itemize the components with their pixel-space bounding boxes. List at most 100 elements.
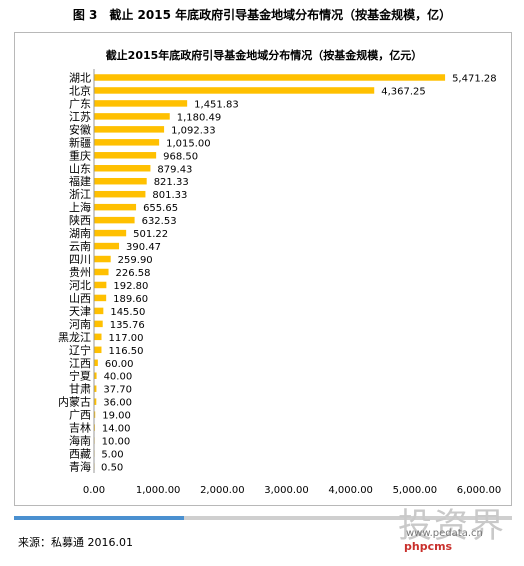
- bar-15: [94, 255, 111, 263]
- category-label: 陕西: [69, 213, 91, 227]
- value-label: 36.00: [103, 398, 132, 409]
- bar-chart: 截止2015年底政府引导基金地域分布情况（按基金规模，亿元） 湖北 5,471.2…: [58, 48, 501, 496]
- value-label: 879.43: [157, 164, 192, 175]
- value-label: 5.00: [101, 450, 123, 461]
- bar-21: [94, 333, 102, 341]
- category-label: 天津: [69, 305, 91, 318]
- bar-27: [94, 411, 96, 418]
- value-label: 19.00: [102, 411, 131, 422]
- value-label: 801.33: [152, 190, 187, 201]
- category-label: 内蒙古: [58, 395, 91, 409]
- category-label: 福建: [69, 174, 91, 188]
- bar-3: [94, 100, 188, 107]
- value-label: 135.76: [110, 320, 145, 331]
- value-label: 5,471.28: [452, 73, 497, 84]
- watermark-url: www.pedata.cn: [406, 528, 483, 539]
- category-label: 河南: [69, 318, 91, 331]
- chart-frame: 截止2015年底政府引导基金地域分布情况（按基金规模，亿元） 湖北 5,471.2…: [14, 32, 512, 506]
- bar-22: [94, 346, 102, 354]
- x-tick-label: 2,000.00: [200, 485, 245, 496]
- bar-12: [94, 216, 135, 224]
- value-label: 37.70: [103, 385, 132, 396]
- category-label: 安徽: [69, 122, 91, 136]
- bar-5: [94, 126, 165, 133]
- category-label: 甘肃: [69, 383, 91, 396]
- x-tick-label: 1,000.00: [136, 485, 181, 496]
- bar-6: [94, 139, 160, 146]
- watermark-logo: phpcms: [404, 540, 453, 553]
- category-label: 辽宁: [69, 343, 91, 357]
- value-label: 192.80: [113, 281, 148, 292]
- category-label: 山东: [69, 162, 91, 175]
- value-label: 1,015.00: [166, 138, 211, 149]
- value-label: 0.50: [101, 463, 123, 474]
- category-label: 广西: [69, 409, 91, 422]
- category-label: 上海: [69, 200, 91, 214]
- category-label: 河北: [69, 279, 91, 292]
- bar-8: [94, 165, 151, 172]
- watermark: 投资界 www.pedata.cn phpcms: [398, 498, 518, 558]
- x-tick-label: 3,000.00: [264, 485, 309, 496]
- watermark-text: 投资界: [398, 506, 506, 546]
- value-label: 1,451.83: [194, 99, 239, 110]
- value-label: 14.00: [102, 424, 131, 435]
- category-label: 云南: [69, 240, 91, 253]
- bars-layer: 湖北 5,471.28 北京 4,367.25 广东 1,451.83 江苏 1,180.49…: [58, 71, 497, 473]
- bar-16: [94, 268, 109, 276]
- axis-layer: 0.00 1,000.00 2,000.00 3,000.00 4,000.00 5,00…: [83, 69, 501, 496]
- category-label: 海南: [69, 434, 91, 448]
- bar-25: [94, 385, 97, 392]
- value-label: 40.00: [104, 372, 133, 383]
- category-label: 湖南: [69, 227, 91, 240]
- value-label: 390.47: [126, 242, 161, 253]
- value-label: 116.50: [108, 346, 143, 357]
- value-label: 1,092.33: [171, 125, 216, 136]
- category-label: 新疆: [69, 135, 91, 149]
- x-tick-label: 6,000.00: [457, 485, 502, 496]
- bar-26: [94, 398, 97, 405]
- category-label: 浙江: [69, 188, 91, 201]
- bar-9: [94, 177, 147, 185]
- category-label: 青海: [69, 460, 91, 474]
- bar-13: [94, 229, 127, 237]
- bar-18: [94, 294, 107, 302]
- value-label: 968.50: [163, 151, 198, 162]
- category-label: 江苏: [69, 110, 91, 123]
- bar-7: [94, 152, 157, 159]
- chart-title: 截止2015年底政府引导基金地域分布情况（按基金规模，亿元）: [106, 48, 423, 62]
- value-label: 821.33: [154, 177, 189, 188]
- x-tick-label: 0.00: [83, 485, 105, 496]
- bar-4: [94, 113, 170, 120]
- value-label: 145.50: [110, 307, 145, 318]
- bar-19: [94, 307, 104, 315]
- category-label: 贵州: [69, 266, 91, 279]
- value-label: 226.58: [116, 268, 151, 279]
- bar-10: [94, 190, 146, 198]
- figure-title: 图 3 截止 2015 年底政府引导基金地域分布情况（按基金规模，亿）: [72, 8, 452, 22]
- bottom-rule: [14, 516, 512, 520]
- category-label: 吉林: [69, 421, 91, 435]
- category-label: 宁夏: [69, 369, 91, 383]
- bar-20: [94, 320, 103, 328]
- value-label: 189.60: [113, 294, 148, 305]
- value-label: 60.00: [105, 359, 134, 370]
- bar-17: [94, 281, 107, 289]
- x-tick-label: 4,000.00: [328, 485, 373, 496]
- value-label: 501.22: [133, 229, 168, 240]
- category-label: 湖北: [69, 71, 91, 84]
- category-label: 广东: [69, 97, 91, 110]
- value-label: 632.53: [142, 216, 177, 227]
- value-label: 10.00: [102, 437, 131, 448]
- value-label: 655.65: [143, 203, 178, 214]
- bottom-rule-accent: [14, 516, 184, 520]
- value-label: 259.90: [118, 255, 153, 266]
- value-label: 117.00: [109, 333, 144, 344]
- bar-14: [94, 242, 120, 250]
- value-label: 1,180.49: [177, 112, 222, 123]
- bar-1: [94, 74, 446, 81]
- category-label: 山西: [69, 292, 91, 305]
- value-label: 4,367.25: [381, 86, 426, 97]
- bar-23: [94, 359, 98, 367]
- category-label: 西藏: [69, 448, 91, 461]
- x-tick-label: 5,000.00: [393, 485, 438, 496]
